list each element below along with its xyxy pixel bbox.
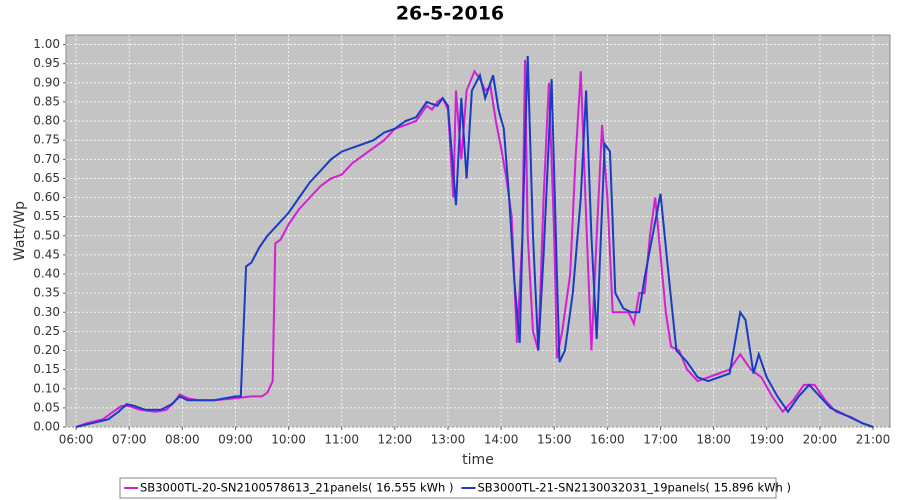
chart-title: 26-5-2016	[396, 3, 504, 25]
x-tick-label: 13:00	[431, 433, 466, 447]
x-tick-label: 21:00	[856, 433, 891, 447]
x-tick-label: 08:00	[165, 433, 200, 447]
x-tick-label: 20:00	[803, 433, 838, 447]
x-tick-label: 12:00	[378, 433, 413, 447]
y-tick-label: 0.50	[33, 228, 60, 242]
legend	[119, 477, 777, 499]
legend-label: SB3000TL-20-SN2100578613_21panels( 16.55…	[140, 481, 453, 495]
y-tick-label: 0.10	[33, 381, 60, 395]
x-tick-label: 17:00	[643, 433, 678, 447]
x-tick-label: 14:00	[484, 433, 519, 447]
y-axis-label: Watt/Wp	[12, 201, 28, 261]
y-tick-label: 1.00	[33, 37, 60, 51]
series-line	[75, 55, 874, 428]
y-tick-label: 0.70	[33, 152, 60, 166]
y-tick-label: 0.35	[33, 286, 60, 300]
x-tick-label: 15:00	[537, 433, 572, 447]
y-tick-label: 0.75	[33, 133, 60, 147]
x-tick-label: 09:00	[218, 433, 253, 447]
y-tick-label: 0.45	[33, 247, 60, 261]
y-tick-label: 0.05	[33, 400, 60, 414]
legend-label: SB3000TL-21-SN2130032031_19panels( 15.89…	[477, 481, 790, 495]
x-tick-label: 11:00	[324, 433, 359, 447]
y-tick-label: 0.20	[33, 343, 60, 357]
y-tick-label: 0.65	[33, 171, 60, 185]
y-tick-label: 0.85	[33, 94, 60, 108]
x-tick-label: 16:00	[590, 433, 625, 447]
y-tick-label: 0.25	[33, 324, 60, 338]
y-tick-label: 0.90	[33, 75, 60, 89]
y-tick-label: 0.00	[33, 420, 60, 434]
series-line	[75, 59, 874, 428]
x-tick-label: 06:00	[59, 433, 94, 447]
y-tick-label: 0.95	[33, 56, 60, 70]
x-tick-label: 19:00	[749, 433, 784, 447]
x-tick-label: 10:00	[271, 433, 306, 447]
x-tick-label: 18:00	[696, 433, 731, 447]
x-tick-label: 07:00	[112, 433, 147, 447]
y-tick-label: 0.30	[33, 305, 60, 319]
y-tick-label: 0.60	[33, 190, 60, 204]
x-axis-label: time	[462, 452, 494, 468]
y-tick-label: 0.40	[33, 267, 60, 281]
y-tick-label: 0.15	[33, 362, 60, 376]
y-tick-label: 0.80	[33, 114, 60, 128]
y-tick-label: 0.55	[33, 209, 60, 223]
